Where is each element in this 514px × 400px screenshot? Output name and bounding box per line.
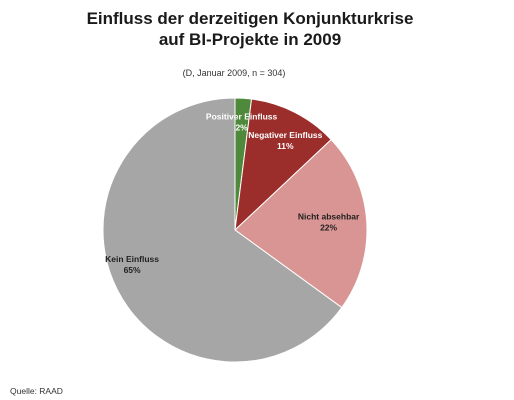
slice-label-positiver-einfluss: Positiver Einfluss 2% (206, 112, 278, 133)
slice-category-label: Positiver Einfluss (206, 112, 278, 122)
chart-subtitle: (D, Januar 2009, n = 304) (182, 68, 286, 78)
slice-category-label: Kein Einfluss (105, 254, 159, 264)
pie-slices (102, 97, 368, 363)
slice-label-kein-einfluss: Kein Einfluss 65% (105, 254, 159, 275)
chart-title-line-1: Einfluss der derzeitigen Konjunkturkrise (86, 9, 414, 28)
pie-slice-kein-einfluss (102, 97, 343, 363)
slice-category-label: Negativer Einfluss (248, 130, 322, 140)
slice-value-label: 11% (277, 141, 294, 151)
pie-slice-nicht-absehbar (234, 138, 368, 309)
slice-value-label: 65% (124, 265, 141, 275)
pie-labels: Positiver Einfluss 2%Negativer Einfluss 11… (105, 112, 360, 276)
chart-title-line-2: auf BI-Projekte in 2009 (158, 30, 342, 49)
slice-label-nicht-absehbar: Nicht absehbar 22% (298, 211, 360, 232)
slice-label-negativer-einfluss: Negativer Einfluss 11% (248, 130, 322, 151)
source-note: Quelle: RAAD (10, 386, 63, 396)
pie-slice-negativer-einfluss (234, 98, 332, 232)
slice-category-label: Nicht absehbar (298, 211, 360, 221)
chart-title: Einfluss der derzeitigen Konjunkturkrise… (0, 8, 500, 50)
slice-value-label: 22% (320, 222, 337, 232)
slice-value-label: 2% (235, 123, 248, 133)
